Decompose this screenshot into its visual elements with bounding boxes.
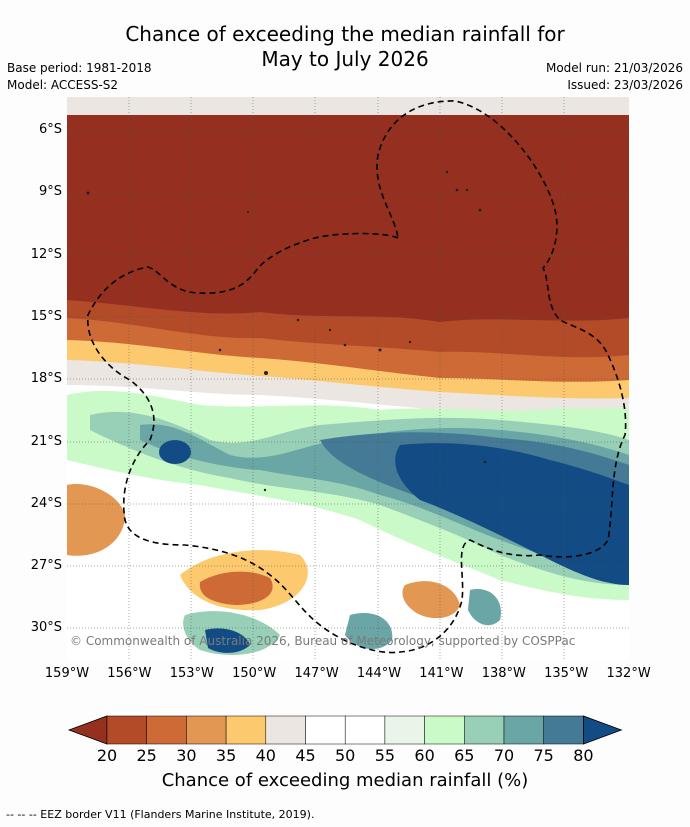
longitude-label: 141°W xyxy=(419,666,464,681)
colorbar-tick-label: 20 xyxy=(96,746,118,765)
islands xyxy=(86,170,487,492)
meta-left: Base period: 1981-2018 Model: ACCESS-S2 xyxy=(7,60,152,94)
band-very-dry xyxy=(67,115,629,345)
longitude-label: 156°W xyxy=(107,666,152,681)
model-name: Model: ACCESS-S2 xyxy=(7,78,119,92)
region-extremely-wet xyxy=(395,443,629,585)
latitude-label: 18°S xyxy=(30,371,62,387)
issued-date: Issued: 23/03/2026 xyxy=(567,78,683,92)
colorbar-tick-label: 60 xyxy=(414,746,435,765)
colorbar-swatch xyxy=(225,715,267,745)
colorbar-tick-label: 50 xyxy=(335,746,356,765)
longitude-label: 132°W xyxy=(606,666,651,681)
band-neutral xyxy=(67,360,629,420)
colorbar-tick-label: 45 xyxy=(295,746,316,765)
latitude-label: 24°S xyxy=(30,495,62,511)
eez-border-line xyxy=(87,100,627,654)
colorbar-swatch xyxy=(344,715,386,745)
colorbar xyxy=(67,715,623,745)
colorbar-swatch xyxy=(305,715,346,745)
latitude-label: 27°S xyxy=(30,558,62,574)
band-north-edge xyxy=(67,97,629,115)
patch-dry-southwest xyxy=(67,484,125,556)
colorbar-title: Chance of exceeding median rainfall (%) xyxy=(161,770,529,791)
colorbar-swatch xyxy=(503,715,544,745)
colorbar-tick-label: 65 xyxy=(454,746,475,765)
colorbar-tick-label: 40 xyxy=(255,746,276,765)
longitude-label: 147°W xyxy=(294,666,339,681)
title-line-1: Chance of exceeding the median rainfall … xyxy=(125,22,565,46)
colorbar-swatch xyxy=(424,715,465,745)
colorbar-swatch xyxy=(146,715,187,745)
copyright-text: © Commonwealth of Australia 2026, Bureau… xyxy=(70,634,576,648)
colorbar-swatch xyxy=(186,715,227,745)
model-run: Model run: 21/03/2026 xyxy=(545,61,683,75)
colorbar-swatch xyxy=(384,715,425,745)
map-plot-area xyxy=(67,97,629,660)
base-period: Base period: 1981-2018 xyxy=(7,61,152,75)
eez-legend: -- -- -- EEZ border V11 (Flanders Marine… xyxy=(6,808,315,821)
gridlines xyxy=(67,97,629,660)
map-title: Chance of exceeding the median rainfall … xyxy=(0,22,690,72)
colorbar-tick-label: 70 xyxy=(493,746,515,765)
patch-wet-southeast xyxy=(468,589,501,626)
latitude-label: 9°S xyxy=(38,184,62,200)
band-moderately-dry xyxy=(67,318,629,390)
wet-spot-west xyxy=(159,440,191,464)
colorbar-tick-label: 30 xyxy=(176,746,197,765)
title-line-2: May to July 2026 xyxy=(261,47,429,71)
colorbar-tick-label: 35 xyxy=(215,746,237,765)
colorbar-arrow-low xyxy=(67,715,108,745)
latitude-label: 15°S xyxy=(30,308,62,324)
meta-right: Model run: 21/03/2026 Issued: 23/03/2026 xyxy=(546,60,683,94)
longitude-label: 144°W xyxy=(356,666,402,681)
latitude-label: 21°S xyxy=(30,433,62,449)
colorbar-tick-label: 80 xyxy=(573,746,594,765)
latitude-label: 12°S xyxy=(30,246,62,262)
longitude-label: 135°W xyxy=(544,666,589,681)
colorbar-tick-label: 55 xyxy=(374,746,396,765)
colorbar-tick-label: 75 xyxy=(533,746,554,765)
longitude-label: 159°W xyxy=(44,666,90,681)
colorbar-swatch xyxy=(106,715,147,745)
colorbar-tick-label: 25 xyxy=(136,746,157,765)
colorbar-arrow-high xyxy=(583,715,623,745)
latitude-label: 6°S xyxy=(38,122,62,137)
patch-dry-southeast xyxy=(402,581,460,619)
latitude-label: 30°S xyxy=(30,620,62,636)
colorbar-swatch xyxy=(464,715,505,745)
patch-wet-southcentral xyxy=(345,612,393,650)
band-slightly-dry xyxy=(67,340,629,405)
longitude-label: 150°W xyxy=(232,666,277,681)
colorbar-swatch xyxy=(543,715,584,745)
eez-borders xyxy=(87,100,627,654)
colorbar-swatch xyxy=(265,715,306,745)
patch-wet-south-core xyxy=(205,628,250,653)
longitude-label: 153°W xyxy=(169,666,214,681)
patch-dry-south-core xyxy=(199,571,273,605)
longitude-label: 138°W xyxy=(481,666,526,681)
